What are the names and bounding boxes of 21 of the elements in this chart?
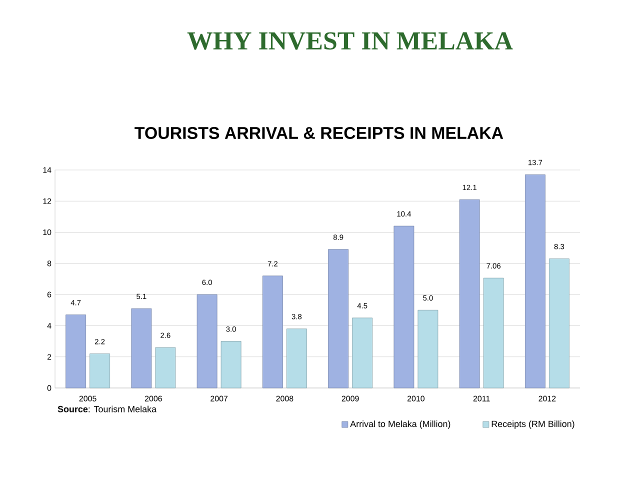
chart-title: WHY INVEST IN MELAKA <box>187 32 513 50</box>
bar <box>196 294 218 388</box>
text: Source: Tourism Melaka <box>58 406 157 412</box>
bar <box>548 258 570 388</box>
bar <box>262 276 283 388</box>
legend-label: Arrival to Melaka (Million) <box>350 420 450 429</box>
chart-subtitle: TOURISTS ARRIVAL & RECEIPTS IN MELAKA <box>134 126 504 139</box>
bar <box>220 341 242 388</box>
bar <box>483 278 504 388</box>
bar <box>352 318 373 388</box>
bar <box>524 174 546 388</box>
bar <box>90 354 110 388</box>
bar <box>418 310 438 388</box>
bar <box>459 199 480 388</box>
bar <box>286 328 307 388</box>
bar <box>155 347 176 388</box>
legend-label: Receipts (RM Billion) <box>492 420 574 429</box>
bar <box>328 249 349 388</box>
bar <box>394 226 414 388</box>
bar <box>131 308 152 388</box>
bar <box>66 314 86 388</box>
